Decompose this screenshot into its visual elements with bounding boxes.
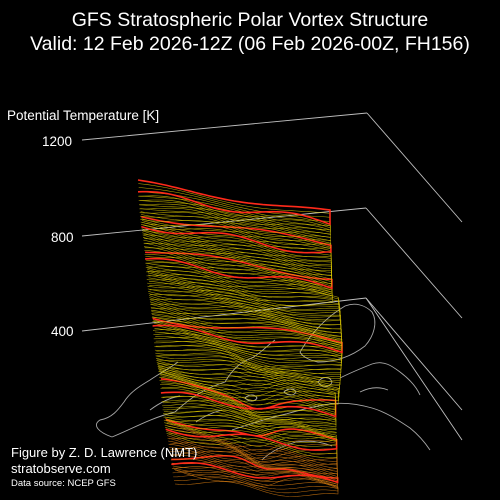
isentrope-minor xyxy=(164,416,337,443)
isentrope-minor xyxy=(165,418,337,447)
isentrope-minor xyxy=(155,336,342,371)
isentrope-minor xyxy=(157,359,340,390)
isentrope-minor xyxy=(140,211,331,245)
isentrope-minor xyxy=(157,365,340,398)
z-tick-400: 400 xyxy=(51,324,74,339)
axis-line-400-depth xyxy=(365,297,463,411)
site-credit[interactable]: stratobserve.com xyxy=(11,461,111,476)
isentrope-minor xyxy=(146,267,333,300)
figure-credit: Figure by Z. D. Lawrence (NMT) xyxy=(11,445,198,460)
data-source: Data source: NCEP GFS xyxy=(11,478,116,489)
chart-title-line2: Valid: 12 Feb 2026-12Z (06 Feb 2026-00Z,… xyxy=(30,33,470,55)
isentrope-minor xyxy=(156,349,341,383)
chart-title-line1: GFS Stratospheric Polar Vortex Structure xyxy=(71,9,429,31)
isentrope-minor xyxy=(147,270,339,306)
axis-line-1200 xyxy=(81,112,368,141)
z-axis-label: Potential Temperature [K] xyxy=(7,108,160,123)
axis-line-floor-depth xyxy=(365,297,463,441)
isentrope-major xyxy=(137,179,331,226)
axis-line-800-depth xyxy=(365,207,463,319)
isentrope-minor xyxy=(163,409,337,436)
axis-line-1200-depth xyxy=(366,112,463,223)
isentrope-minor xyxy=(146,262,333,295)
isentrope-minor xyxy=(156,354,341,386)
isentrope-minor xyxy=(142,222,332,265)
isentrope-minor xyxy=(150,303,342,341)
isentrope-minor xyxy=(155,345,341,379)
vortex-isosurface xyxy=(137,179,343,497)
z-tick-800: 800 xyxy=(51,230,74,245)
z-tick-1200: 1200 xyxy=(42,134,73,149)
axis-line-800 xyxy=(81,207,367,237)
axis-frame xyxy=(81,112,463,441)
coastline-greenland xyxy=(299,303,376,363)
isentrope-minor xyxy=(158,368,339,405)
axis-line-400 xyxy=(81,297,367,332)
isentrope-minor xyxy=(172,465,338,487)
isentrope-minor xyxy=(139,204,331,238)
isentrope-major xyxy=(141,215,332,254)
isentrope-minor xyxy=(149,289,341,330)
isentrope-minor xyxy=(147,272,340,310)
isentrope-minor xyxy=(164,414,337,440)
isentrope-minor xyxy=(149,285,341,326)
isentrope-minor xyxy=(163,405,337,432)
isentrope-minor xyxy=(149,294,342,334)
isentrope-minor xyxy=(158,367,339,401)
isentrope-minor xyxy=(159,370,336,408)
isentrope-minor xyxy=(148,277,340,318)
isentrope-minor xyxy=(157,362,340,394)
